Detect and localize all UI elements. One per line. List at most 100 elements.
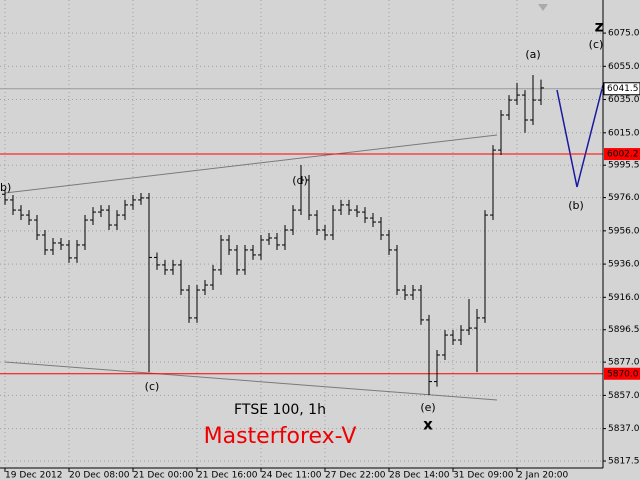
ohlc-bar [2,189,8,205]
ohlc-bar [394,244,400,295]
chart-subtitle: Masterforex-V [204,424,357,449]
ohlc-bar [490,145,496,221]
ohlc-bar [210,264,216,291]
ohlc-bar [498,110,504,156]
ohlc-bar [298,165,304,216]
ohlc-bar [34,215,40,240]
x-tick-label: 19 Dec 2012 [5,471,63,480]
ohlc-bar [186,285,192,323]
ohlc-bar [362,207,368,224]
ohlc-bar [266,233,272,245]
ohlc-bar [138,192,144,205]
wave-label: z [595,18,604,36]
x-tick-label: 31 Dec 09:00 [453,471,514,480]
ohlc-bar [42,230,48,255]
y-tick-label: 5817.5 [608,457,640,467]
trend-line [4,134,498,194]
ohlc-bar [202,280,208,295]
ohlc-bar [226,234,232,255]
ohlc-bar [514,82,520,106]
x-tick-label: 2 Jan 20:00 [517,471,569,480]
ohlc-bar [290,205,296,235]
ohlc-bar [466,298,472,336]
price-level-label: 6041.5 [607,84,639,94]
ohlc-bar [170,259,176,275]
wave-label: (b) [568,199,584,212]
ohlc-bar [450,330,456,346]
x-tick-label: 21 Dec 00:00 [133,471,194,480]
ohlc-bar [442,330,448,360]
ohlc-bar [18,205,24,221]
ohlc-bar [322,225,328,240]
x-tick-label: 20 Dec 08:00 [69,471,130,480]
wave-label: (a) [525,48,540,61]
y-tick-label: 5896.5 [608,325,640,335]
y-tick-label: 5837.0 [608,424,640,434]
chart-title: FTSE 100, 1h [234,402,326,418]
y-tick-label: 6055.0 [608,62,640,72]
ohlc-bar [114,210,120,231]
ohlc-bar [146,192,152,373]
wave-label: b) [0,181,11,194]
shift-marker [538,4,548,11]
y-tick-label: 6015.0 [608,128,640,138]
ohlc-bar [530,74,536,125]
x-tick-label: 24 Dec 11:00 [261,471,322,480]
wave-label: (c) [589,38,604,51]
ohlc-bar [250,244,256,260]
ohlc-bar [370,213,376,228]
ohlc-bar [338,199,344,216]
ohlc-bar [10,194,16,216]
ohlc-bar [474,308,480,373]
ohlc-bar [162,259,168,275]
y-tick-label: 5857.0 [608,391,640,401]
y-tick-label: 5916.0 [608,293,640,303]
price-level-box [604,367,640,380]
ohlc-bar [378,217,384,240]
annotations: b) (d) (c) (e) x (a) (b) z (c) [0,18,604,434]
price-level-label: 6002.2 [607,150,639,160]
ohlc-bar [98,205,104,218]
ohlc-bar [458,325,464,346]
ohlc-bar [418,285,424,325]
ohlc-bar [82,215,88,250]
axis-labels: 6075.0 6055.0 6035.0 6015.0 5995.5 5976.0 5956… [4,29,640,480]
ohlc-bar [106,205,112,231]
ohlc-bar [26,210,32,226]
trend-line [4,361,498,401]
ohlc-bar [194,285,200,323]
ohlc-bar [434,350,440,387]
wave-label: (c) [145,380,160,393]
ohlc-bar [218,234,224,275]
wave-label: (e) [420,401,435,414]
y-tick-label: 6035.0 [608,95,640,105]
ohlc-bar [346,199,352,216]
wave-label: x [423,416,433,434]
ohlc-bar [306,175,312,221]
y-tick-label: 5877.0 [608,358,640,368]
x-tick-label: 28 Dec 14:00 [389,471,450,480]
forecast-line [556,84,604,188]
ohlc-bar [402,285,408,300]
y-tick-label: 5995.5 [608,161,640,171]
ohlc-bar [522,90,528,133]
ohlc-bar [234,244,240,275]
ohlc-bar [482,210,488,323]
ohlc-bar [410,285,416,300]
ohlc-bar [258,234,264,260]
ohlc-bar [506,95,512,120]
x-tick-label: 27 Dec 22:00 [325,471,386,480]
ohlc-bar [242,244,248,275]
ohlc-bar [154,252,160,270]
ohlc-bar [130,194,136,210]
ohlc-bar [282,225,288,250]
grid [0,0,603,468]
y-tick-label: 5936.0 [608,260,640,270]
price-level-box [603,82,640,96]
ohlc-bar [90,207,96,226]
bars [2,74,544,396]
y-tick-label: 6075.0 [608,29,640,39]
levels [0,88,603,375]
